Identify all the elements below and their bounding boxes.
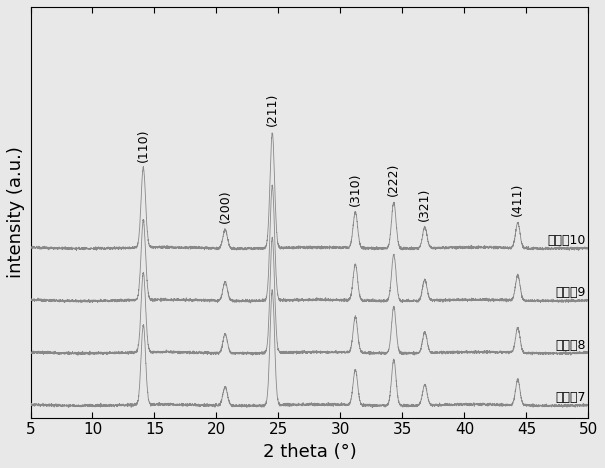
Text: (222): (222)	[387, 162, 401, 196]
Text: (110): (110)	[137, 129, 150, 162]
X-axis label: 2 theta (°): 2 theta (°)	[263, 443, 356, 461]
Text: 实施內10: 实施內10	[548, 234, 586, 247]
Y-axis label: intensity (a.u.): intensity (a.u.)	[7, 146, 25, 278]
Text: 实施入9: 实施入9	[555, 286, 586, 299]
Text: (411): (411)	[511, 183, 525, 217]
Text: (310): (310)	[349, 173, 362, 206]
Text: (211): (211)	[266, 93, 279, 126]
Text: (200): (200)	[218, 189, 232, 223]
Text: (321): (321)	[418, 187, 431, 221]
Text: 实施入8: 实施入8	[555, 339, 586, 351]
Text: 实施入7: 实施入7	[555, 391, 586, 404]
